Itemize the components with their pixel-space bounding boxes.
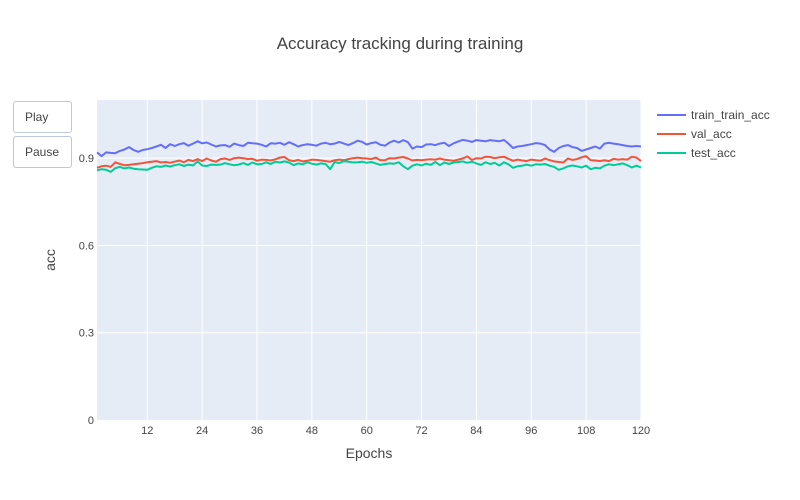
series-line-train-train-acc [96, 138, 642, 158]
x-tick-label: 84 [470, 425, 482, 437]
x-tick-label: 12 [141, 425, 153, 437]
x-axis-title: Epochs [346, 445, 393, 461]
series-line-test-acc [96, 160, 642, 173]
play-button[interactable]: Play [13, 101, 72, 133]
gridlines [97, 100, 642, 420]
legend-item-val-acc[interactable]: val_acc [657, 127, 732, 141]
x-tick-label: 36 [251, 425, 263, 437]
x-tick-label: 60 [361, 425, 373, 437]
y-axis-ticks: 0 0.3 0.6 0.9 [79, 153, 94, 427]
x-tick-label: 72 [415, 425, 427, 437]
legend-item-test-acc[interactable]: test_acc [657, 146, 736, 160]
y-tick-label: 0 [88, 415, 94, 427]
x-tick-label: 48 [306, 425, 318, 437]
series-line-val-acc [96, 155, 642, 169]
pause-button[interactable]: Pause [13, 136, 72, 168]
y-tick-label: 0.6 [79, 240, 94, 252]
x-tick-label: 24 [196, 425, 208, 437]
y-axis-title: acc [42, 249, 58, 271]
x-axis-ticks: 12 24 36 48 60 72 84 96 108 120 [141, 425, 650, 437]
legend-label: train_train_acc [691, 108, 770, 122]
chart-title: Accuracy tracking during training [276, 34, 524, 53]
legend-label: test_acc [691, 146, 736, 160]
legend-label: val_acc [691, 127, 732, 141]
y-tick-label: 0.3 [79, 328, 94, 340]
series-lines [96, 138, 642, 173]
plot-area [97, 100, 641, 420]
y-tick-label: 0.9 [79, 153, 94, 165]
legend[interactable]: train_train_acc val_acc test_acc [657, 108, 770, 160]
x-tick-label: 120 [632, 425, 650, 437]
legend-item-train-train-acc[interactable]: train_train_acc [657, 108, 770, 122]
x-tick-label: 96 [525, 425, 537, 437]
x-tick-label: 108 [577, 425, 595, 437]
